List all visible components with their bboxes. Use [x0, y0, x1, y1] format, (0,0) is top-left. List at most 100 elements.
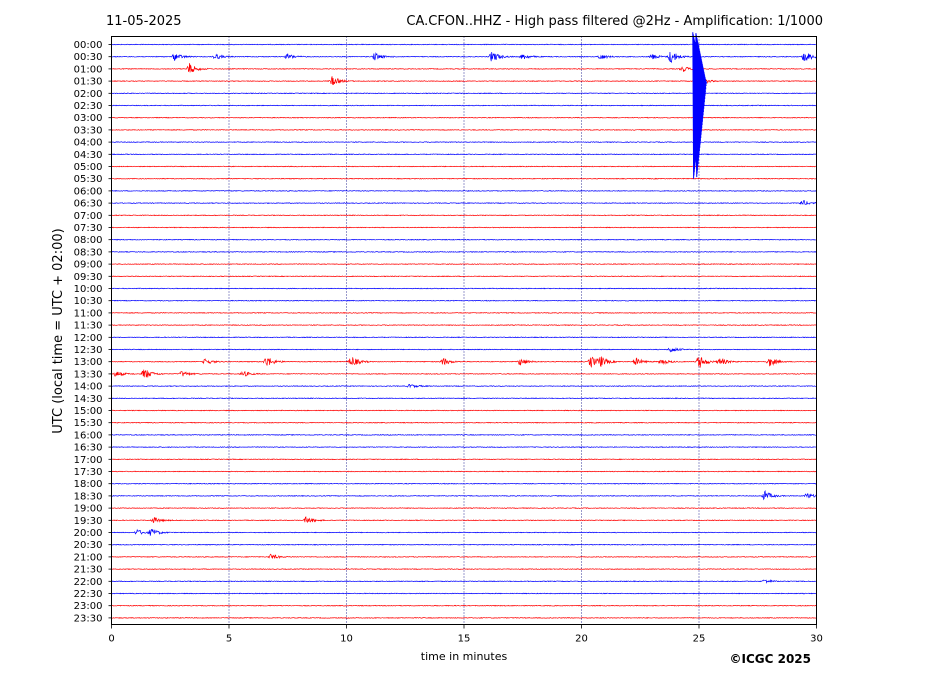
- y-tick-label: 16:30: [74, 443, 103, 454]
- trace-0800: [111, 238, 817, 241]
- y-tick-label: 04:30: [74, 150, 103, 161]
- trace-0400: [111, 141, 817, 144]
- x-tick-label: 30: [810, 634, 823, 645]
- trace-0600: [111, 189, 817, 192]
- x-tick-label: 0: [108, 634, 114, 645]
- trace-0700: [111, 214, 817, 217]
- y-tick-label: 08:30: [74, 247, 103, 258]
- x-axis-ticks: 0 5 10 15 20 25 30: [108, 624, 823, 645]
- y-tick-label: 06:00: [74, 186, 103, 197]
- trace-0730: [111, 226, 817, 229]
- trace-1300: [111, 356, 817, 368]
- trace-1230: [111, 346, 817, 353]
- trace-1030: [111, 299, 817, 302]
- trace-2100: [111, 553, 817, 559]
- y-tick-label: 07:30: [74, 223, 103, 234]
- trace-1900: [111, 507, 817, 510]
- y-tick-label: 06:30: [74, 199, 103, 210]
- y-tick-label: 02:30: [74, 101, 103, 112]
- trace-0900: [111, 263, 817, 265]
- y-tick-label: 14:00: [74, 382, 103, 393]
- trace-1130: [111, 324, 817, 327]
- trace-0500: [111, 165, 817, 168]
- y-tick-label: 20:00: [74, 528, 103, 539]
- earthquake-spike: [692, 32, 708, 179]
- trace-1500: [111, 409, 817, 412]
- y-tick-label: 00:00: [74, 40, 103, 51]
- trace-2200: [111, 579, 817, 584]
- y-tick-label: 22:00: [74, 577, 103, 588]
- trace-2030: [111, 543, 817, 546]
- vertical-gridlines: [228, 36, 700, 625]
- trace-0100: [111, 63, 817, 73]
- y-tick-label: 10:30: [74, 296, 103, 307]
- y-axis-label: UTC (local time = UTC + 02:00): [51, 228, 66, 433]
- trace-2300: [111, 604, 817, 607]
- trace-1630: [111, 446, 817, 448]
- trace-0930: [111, 275, 817, 278]
- trace-1400: [111, 383, 817, 389]
- y-tick-label: 21:00: [74, 552, 103, 563]
- trace-1430: [111, 397, 817, 400]
- y-tick-label: 21:30: [74, 565, 103, 576]
- y-tick-label: 12:30: [74, 345, 103, 356]
- y-tick-label: 23:30: [74, 613, 103, 624]
- y-tick-label: 15:00: [74, 406, 103, 417]
- y-tick-label: 18:30: [74, 491, 103, 502]
- y-tick-label: 10:00: [74, 284, 103, 295]
- trace-2000: [111, 528, 817, 536]
- y-tick-label: 09:00: [74, 260, 103, 271]
- trace-0630: [111, 199, 817, 206]
- trace-0830: [111, 250, 817, 253]
- y-tick-label: 04:00: [74, 138, 103, 149]
- y-tick-label: 13:00: [74, 357, 103, 368]
- y-tick-label: 01:00: [74, 64, 103, 75]
- y-tick-label: 17:00: [74, 455, 103, 466]
- trace-1200: [111, 336, 817, 339]
- trace-1700: [111, 458, 817, 461]
- x-axis-label: time in minutes: [421, 650, 508, 663]
- y-tick-label: 12:00: [74, 333, 103, 344]
- x-tick-label: 5: [226, 634, 232, 645]
- y-tick-label: 05:30: [74, 174, 103, 185]
- y-tick-label: 13:30: [74, 369, 103, 380]
- y-tick-label: 03:30: [74, 125, 103, 136]
- date-label: 11-05-2025: [106, 14, 182, 29]
- y-tick-label: 19:00: [74, 504, 103, 515]
- y-tick-label: 11:00: [74, 308, 103, 319]
- trace-2130: [111, 568, 817, 571]
- trace-0230: [111, 104, 817, 107]
- y-tick-label: 18:00: [74, 479, 103, 490]
- y-tick-label: 22:30: [74, 589, 103, 600]
- trace-1330: [111, 369, 817, 378]
- seismic-traces: [111, 32, 817, 619]
- y-tick-label: 01:30: [74, 77, 103, 88]
- trace-1000: [111, 287, 817, 290]
- copyright-label: ©ICGC 2025: [729, 652, 811, 666]
- plot-frame: [111, 36, 817, 625]
- trace-0300: [111, 116, 817, 119]
- y-tick-label: 20:30: [74, 540, 103, 551]
- trace-2230: [111, 592, 817, 595]
- y-tick-label: 07:00: [74, 211, 103, 222]
- trace-1730: [111, 470, 817, 473]
- trace-0000: [111, 43, 817, 46]
- trace-1830: [111, 489, 817, 501]
- y-tick-label: 02:00: [74, 89, 103, 100]
- y-tick-label: 23:00: [74, 601, 103, 612]
- trace-1600: [111, 433, 817, 436]
- y-tick-label: 05:00: [74, 162, 103, 173]
- x-tick-label: 25: [693, 634, 706, 645]
- y-tick-label: 00:30: [74, 52, 103, 63]
- trace-1530: [111, 421, 817, 424]
- trace-0430: [111, 153, 817, 156]
- y-tick-label: 03:00: [74, 113, 103, 124]
- y-tick-label: 16:00: [74, 430, 103, 441]
- trace-1100: [111, 311, 817, 314]
- trace-1800: [111, 482, 817, 485]
- x-tick-label: 10: [340, 634, 353, 645]
- x-tick-label: 20: [575, 634, 588, 645]
- x-tick-label: 15: [458, 634, 471, 645]
